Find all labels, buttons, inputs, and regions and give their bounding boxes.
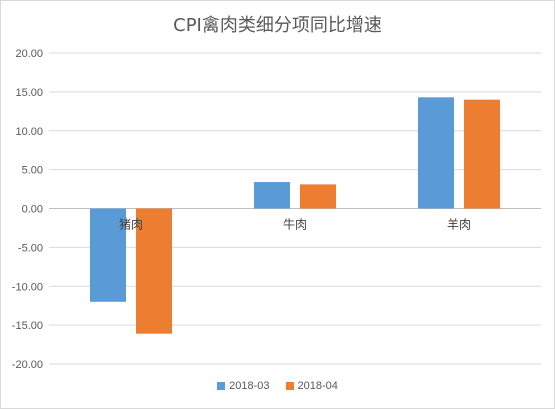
legend: 2018-03 2018-04: [1, 380, 554, 392]
bar-2018-04-1: [300, 184, 336, 209]
bar-2018-03-0: [90, 208, 126, 302]
category-label: 羊肉: [447, 217, 471, 232]
bar-2018-04-2: [464, 99, 500, 209]
y-tick-label: 10.00: [15, 126, 43, 138]
legend-label-2018-04: 2018-04: [297, 380, 338, 392]
y-tick-label: -10.00: [12, 281, 43, 293]
legend-item-2018-03: 2018-03: [217, 380, 270, 392]
y-tick-label: -20.00: [12, 359, 43, 371]
bar-2018-04-0: [136, 208, 172, 334]
legend-item-2018-04: 2018-04: [285, 380, 338, 392]
category-label: 牛肉: [283, 217, 307, 232]
legend-label-2018-03: 2018-03: [229, 380, 270, 392]
y-tick-label: 15.00: [15, 87, 43, 99]
y-tick-label: 0.00: [22, 204, 43, 216]
legend-swatch-2018-04: [285, 382, 294, 390]
category-label: 猪肉: [119, 218, 143, 232]
y-tick-label: -15.00: [12, 320, 43, 332]
y-tick-label: -5.00: [18, 242, 43, 254]
bar-2018-03-2: [418, 97, 454, 209]
bar-2018-03-1: [254, 182, 290, 209]
chart-title: CPI禽肉类细分项同比增速: [173, 15, 382, 36]
legend-swatch-2018-03: [217, 382, 226, 390]
y-tick-label: 20.00: [15, 48, 43, 60]
y-tick-label: 5.00: [22, 165, 43, 177]
